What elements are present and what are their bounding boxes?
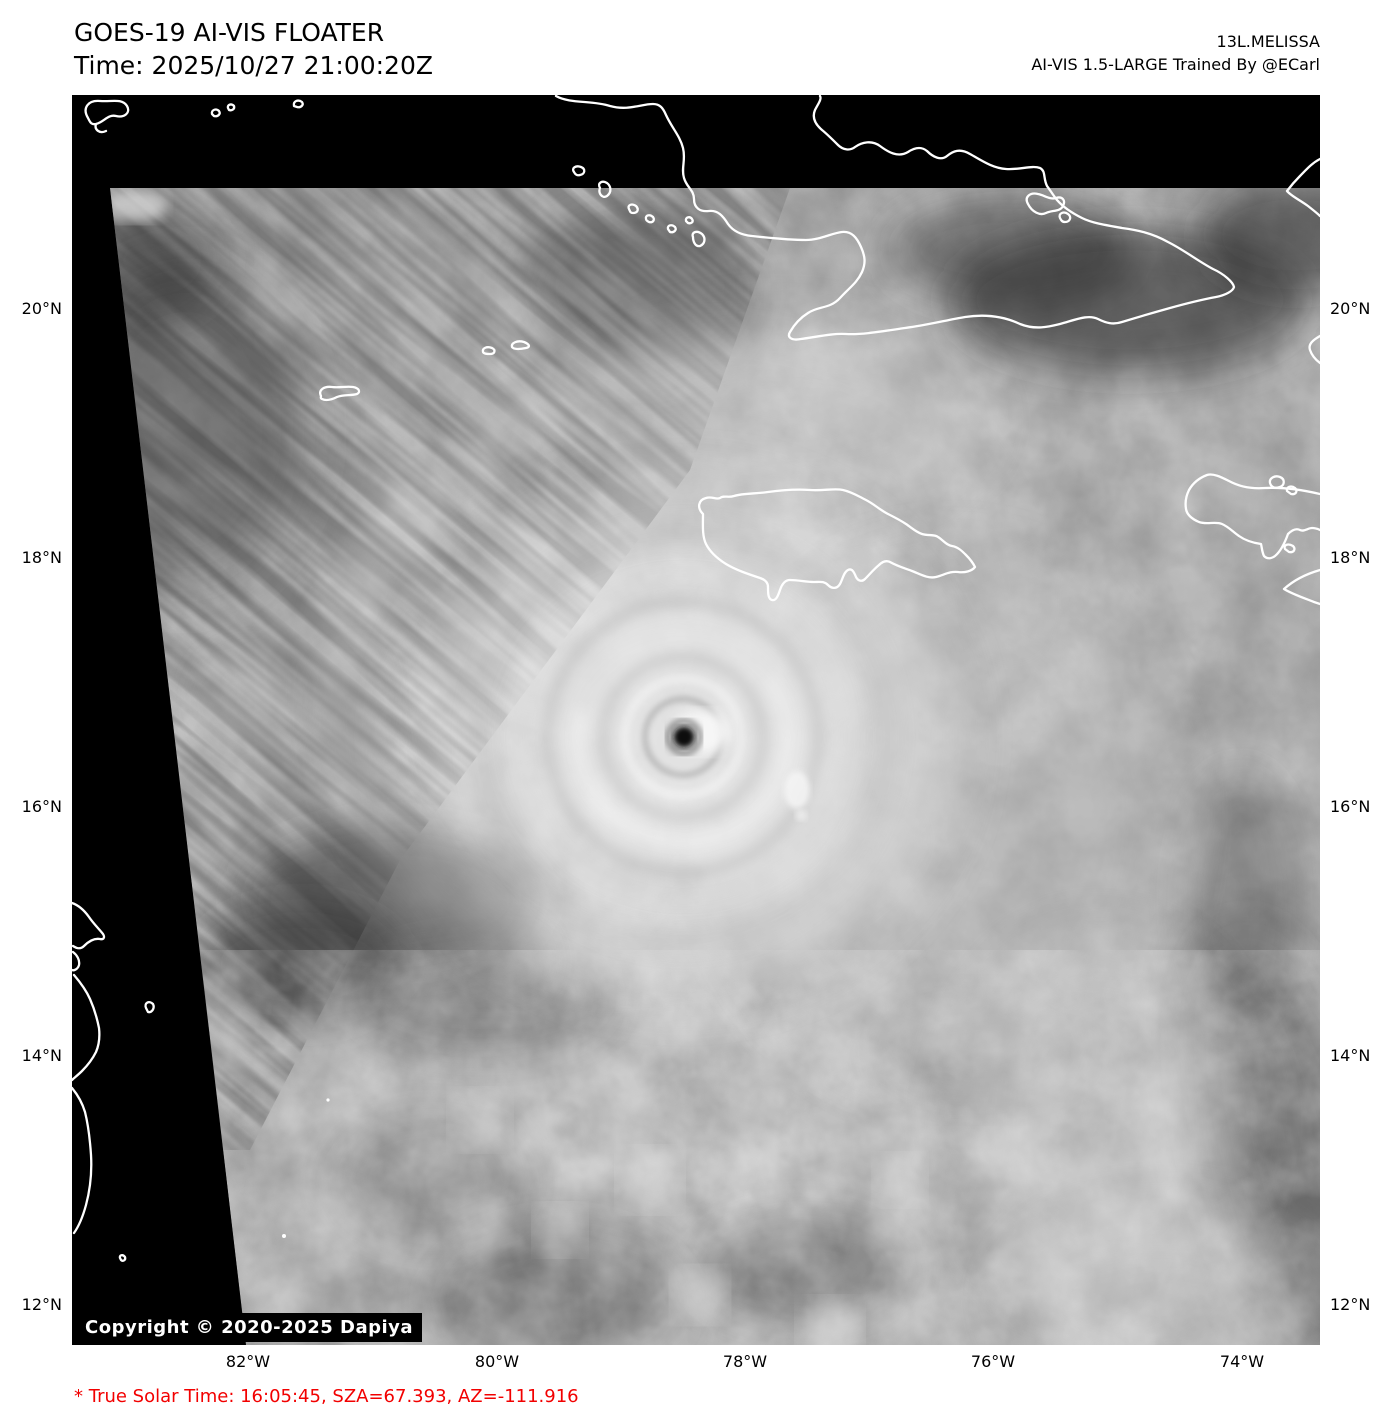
- lat-label-left-14n: 14°N: [21, 1046, 62, 1065]
- lon-label-76w: 76°W: [970, 1352, 1016, 1371]
- top-left-islands: [84, 99, 304, 134]
- model-credit: AI-VIS 1.5-LARGE Trained By @ECarl: [1031, 55, 1320, 74]
- satellite-image-svg: [72, 95, 1320, 1345]
- hurricane: [319, 336, 1033, 982]
- copyright-label: Copyright © 2020-2025 Dapiya: [76, 1313, 423, 1342]
- lat-label-right-20n: 20°N: [1330, 299, 1371, 318]
- lat-label-right-16n: 16°N: [1330, 797, 1371, 816]
- lat-label-right-14n: 14°N: [1330, 1046, 1371, 1065]
- satellite-map: Copyright © 2020-2025 Dapiya: [72, 95, 1320, 1345]
- haiti-coastline: [1184, 157, 1320, 606]
- lat-label-right-18n: 18°N: [1330, 548, 1371, 567]
- lat-label-left-20n: 20°N: [21, 299, 62, 318]
- jamaica-coastline: [698, 488, 977, 602]
- lat-label-right-12n: 12°N: [1330, 1295, 1371, 1314]
- product-timestamp: Time: 2025/10/27 21:00:20Z: [74, 51, 433, 80]
- lon-label-74w: 74°W: [1219, 1352, 1265, 1371]
- hurricane-eye: [673, 726, 695, 748]
- header-right-block: 13L.MELISSA AI-VIS 1.5-LARGE Trained By …: [1031, 30, 1320, 76]
- lat-label-left-12n: 12°N: [21, 1295, 62, 1314]
- lat-label-left-16n: 16°N: [21, 797, 62, 816]
- central-america-coastline: [72, 901, 155, 1262]
- cuba-coastline: [554, 95, 1236, 341]
- lon-label-78w: 78°W: [722, 1352, 768, 1371]
- eyewall-rings: [472, 526, 894, 948]
- lat-label-left-18n: 18°N: [21, 548, 62, 567]
- product-title: GOES-19 AI-VIS FLOATER: [74, 18, 385, 47]
- storm-id: 13L.MELISSA: [1216, 32, 1320, 51]
- lon-label-80w: 80°W: [474, 1352, 520, 1371]
- cayman-islands: [319, 340, 531, 402]
- cuban-cays: [571, 165, 706, 248]
- solar-time-note: * True Solar Time: 16:05:45, SZA=67.393,…: [74, 1386, 579, 1407]
- coastlines: [72, 95, 1320, 1262]
- cloud-field: [110, 188, 1320, 1345]
- lon-label-82w: 82°W: [225, 1352, 271, 1371]
